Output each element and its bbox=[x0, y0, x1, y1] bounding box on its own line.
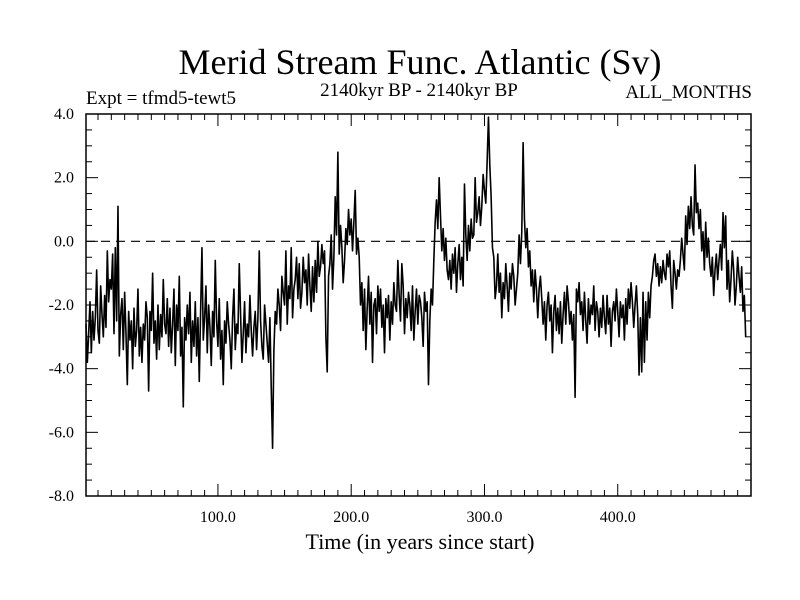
ticks-layer bbox=[86, 114, 751, 496]
months-label: ALL_MONTHS bbox=[625, 82, 752, 103]
y-tick-label: 0.0 bbox=[54, 233, 74, 250]
y-tick-label: -8.0 bbox=[49, 488, 74, 505]
period-label: 2140kyr BP - 2140kyr BP bbox=[320, 80, 518, 101]
plot-frame bbox=[85, 113, 752, 497]
y-tick-label: -2.0 bbox=[49, 297, 74, 314]
x-tick-label: 300.0 bbox=[466, 509, 502, 526]
experiment-label: Expt = tfmd5-tewt5 bbox=[86, 88, 236, 109]
y-tick-label: 2.0 bbox=[54, 170, 74, 187]
chart-title: Merid Stream Func. Atlantic (Sv) bbox=[179, 42, 662, 82]
x-tick-label: 400.0 bbox=[600, 509, 636, 526]
series-line bbox=[85, 116, 747, 450]
x-axis-label: Time (in years since start) bbox=[306, 529, 535, 554]
x-tick-label: 200.0 bbox=[333, 509, 369, 526]
tick-labels-layer: 100.0 200.0 300.0 400.0 4.0 2.0 0.0 -2.0 -4.0 -6.… bbox=[49, 106, 636, 526]
y-tick-label: -4.0 bbox=[49, 361, 74, 378]
y-tick-label: 4.0 bbox=[54, 106, 74, 123]
x-tick-label: 100.0 bbox=[200, 509, 236, 526]
y-tick-label: -6.0 bbox=[49, 424, 74, 441]
